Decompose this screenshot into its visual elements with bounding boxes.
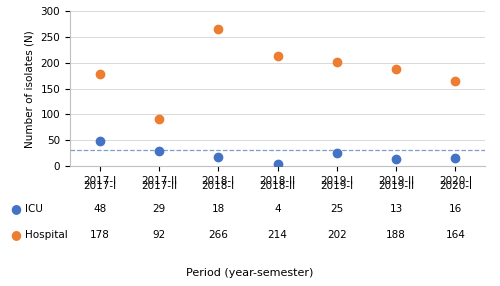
Text: 188: 188 [386,230,406,239]
Point [155,149,163,153]
Text: 164: 164 [446,230,466,239]
Point [274,162,281,166]
Text: 214: 214 [268,230,287,239]
Text: 2017-I: 2017-I [83,181,116,191]
Text: 2019-I: 2019-I [320,181,354,191]
Point [274,53,281,58]
Text: 25: 25 [330,204,344,214]
Text: 266: 266 [208,230,228,239]
Text: 2018-II: 2018-II [260,181,296,191]
Text: 2018-I: 2018-I [202,181,235,191]
Point [452,79,460,84]
Text: Period (year-semester): Period (year-semester) [186,268,314,278]
Text: 13: 13 [390,204,402,214]
Text: 48: 48 [93,204,106,214]
Text: 2020-I: 2020-I [439,181,472,191]
Point [333,59,341,64]
Text: 16: 16 [448,204,462,214]
Point [392,67,400,72]
Point [214,27,222,31]
Point [392,157,400,162]
Text: Hospital: Hospital [25,230,68,239]
Y-axis label: Number of isolates (N): Number of isolates (N) [25,30,35,148]
Point [452,155,460,160]
Text: 2019-II: 2019-II [378,181,414,191]
Text: 29: 29 [152,204,166,214]
Text: 92: 92 [152,230,166,239]
Text: ●: ● [10,228,21,241]
Text: 4: 4 [274,204,281,214]
Point [96,139,104,144]
Text: ICU: ICU [25,204,43,214]
Text: 18: 18 [212,204,225,214]
Point [96,72,104,77]
Text: 2017-II: 2017-II [141,181,177,191]
Point [333,151,341,155]
Text: ●: ● [10,202,21,215]
Point [155,116,163,121]
Text: 178: 178 [90,230,110,239]
Text: 202: 202 [327,230,346,239]
Point [214,154,222,159]
